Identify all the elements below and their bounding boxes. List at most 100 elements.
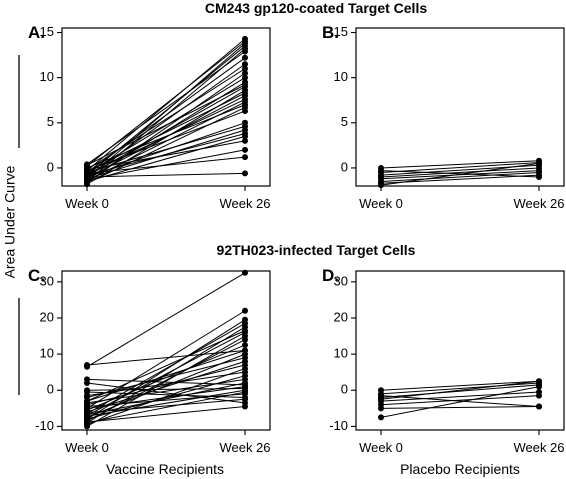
- series-line: [86, 350, 246, 366]
- panel-letter: C.: [28, 266, 45, 285]
- series-line: [86, 368, 246, 426]
- y-tick-label: 20: [40, 309, 54, 324]
- data-point-week0: [378, 167, 384, 174]
- section-title-top: CM243 gp120-coated Target Cells: [205, 0, 427, 16]
- panel-letter: A.: [28, 23, 45, 42]
- section-title-bottom: 92TH023-infected Target Cells: [217, 242, 416, 258]
- x-tick-label: Week 26: [219, 440, 270, 455]
- data-point-week0: [84, 389, 90, 396]
- series-line: [86, 330, 246, 402]
- series-line: [86, 172, 246, 178]
- series-line: [380, 380, 540, 400]
- series-line: [380, 386, 540, 418]
- series-line: [86, 140, 246, 171]
- series-line: [86, 393, 246, 408]
- x-tick-label: Week 26: [513, 196, 564, 211]
- data-point-week26: [242, 154, 248, 161]
- series-line: [380, 162, 540, 173]
- series-line: [380, 406, 540, 409]
- series-line: [380, 171, 540, 182]
- data-point-week26: [536, 403, 542, 410]
- series-line: [86, 391, 246, 424]
- y-tick-label: 0: [47, 159, 54, 174]
- panel-c: -10 0 10 20 30 Week 0 Week 26 C.: [28, 266, 271, 455]
- y-tick-label: 30: [334, 273, 348, 288]
- data-point-week0: [84, 409, 90, 416]
- group-label-vaccine: Vaccine Recipients: [106, 461, 224, 477]
- data-point-week26: [536, 383, 542, 390]
- series-line: [86, 135, 246, 182]
- series-line: [86, 92, 246, 173]
- data-point-week26: [536, 173, 542, 180]
- series-line: [86, 84, 246, 166]
- data-point-week0: [84, 361, 90, 368]
- series-line: [380, 382, 540, 395]
- plot-frame: [61, 27, 271, 187]
- data-point-week26: [536, 392, 542, 399]
- data-point-week26: [242, 70, 248, 77]
- series-line: [86, 382, 246, 404]
- data-point-week26: [242, 61, 248, 68]
- ylabel-bracket-gap: [10, 148, 28, 298]
- data-point-week0: [84, 173, 90, 180]
- x-tick-label: Week 26: [513, 440, 564, 455]
- series-line: [86, 364, 246, 406]
- series-line: [86, 68, 246, 171]
- y-tick-label: -10: [35, 418, 54, 433]
- series-line: [86, 104, 246, 169]
- series-line: [86, 335, 246, 427]
- y-tick-label: 15: [40, 24, 54, 39]
- series-line: [86, 331, 246, 416]
- series-line: [86, 319, 246, 420]
- data-point-week26: [242, 108, 248, 115]
- plot-frame: [355, 270, 565, 431]
- y-axis-label: Area Under Curve: [2, 165, 18, 278]
- series-line: [86, 406, 246, 423]
- series-line: [86, 156, 246, 174]
- data-point-week0: [378, 396, 384, 403]
- series-line: [86, 371, 246, 397]
- y-tick-label: 10: [334, 69, 348, 84]
- series-line: [86, 360, 246, 413]
- data-point-week26: [242, 170, 248, 177]
- data-point-week26: [242, 269, 248, 276]
- data-point-week26: [242, 336, 248, 343]
- data-point-week0: [378, 405, 384, 412]
- y-tick-label: 10: [40, 69, 54, 84]
- plot-frame: [355, 27, 565, 187]
- panel-d: -10 0 10 20 30 Week 0 Week 26 D.: [322, 266, 565, 455]
- y-tick-label: 20: [334, 309, 348, 324]
- y-tick-label: 0: [341, 159, 348, 174]
- series-line: [86, 378, 246, 386]
- series-line: [86, 389, 246, 417]
- data-point-week26: [242, 74, 248, 81]
- series-line: [86, 38, 246, 172]
- panel-a: 0 5 10 15 Week 0 Week 26 A.: [28, 23, 271, 211]
- data-point-week26: [242, 65, 248, 72]
- series-line: [380, 380, 540, 391]
- series-line: [380, 384, 540, 398]
- y-tick-label: 0: [341, 382, 348, 397]
- data-point-week26: [242, 54, 248, 61]
- x-tick-label: Week 0: [359, 440, 403, 455]
- data-point-week26: [242, 133, 248, 140]
- y-tick-label: 10: [334, 346, 348, 361]
- data-point-week26: [242, 347, 248, 354]
- y-tick-label: -10: [329, 418, 348, 433]
- data-point-week26: [242, 137, 248, 144]
- group-label-placebo: Placebo Recipients: [400, 461, 520, 477]
- y-tick-label: 0: [47, 382, 54, 397]
- data-point-week26: [536, 378, 542, 385]
- plot-frame: [61, 270, 271, 431]
- series-line: [86, 357, 246, 398]
- series-line: [86, 398, 246, 414]
- series-line: [380, 160, 540, 169]
- data-point-week0: [84, 380, 90, 387]
- series-line: [380, 395, 540, 408]
- x-tick-label: Week 26: [219, 196, 270, 211]
- y-tick-label: 30: [40, 273, 54, 288]
- data-point-week26: [536, 160, 542, 167]
- series-line: [86, 51, 246, 165]
- data-point-week0: [84, 398, 90, 405]
